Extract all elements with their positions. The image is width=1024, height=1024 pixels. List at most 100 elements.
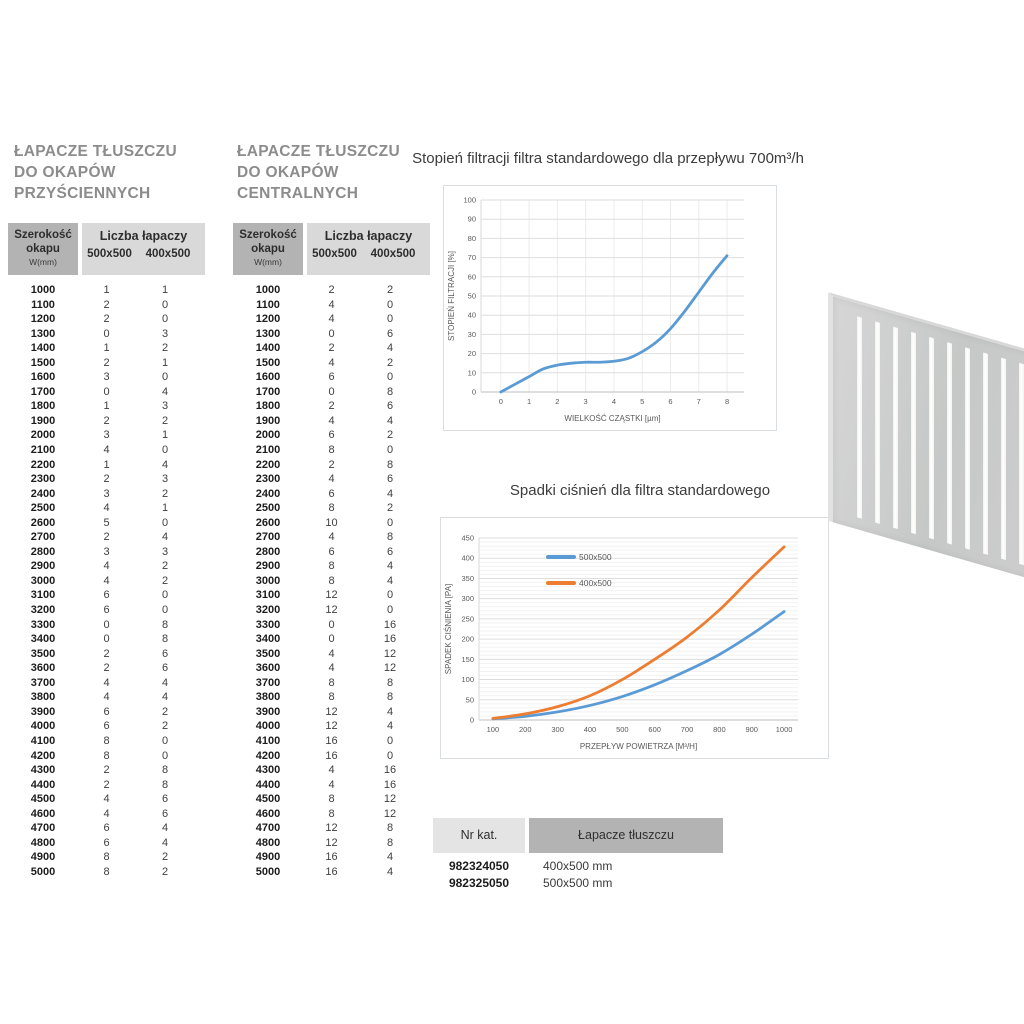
hood-width-label: Szerokość okapu <box>14 229 72 255</box>
cell: 1 <box>161 502 169 515</box>
table-row: 3100 12 0 <box>233 588 420 603</box>
cell: 4 <box>386 414 394 427</box>
cell: 1400 <box>255 342 281 355</box>
svg-text:0: 0 <box>472 388 476 397</box>
table-row: 1600 3 0 <box>8 370 195 385</box>
cell: 12 <box>383 793 397 806</box>
cell: 8 <box>328 574 335 587</box>
cell: 3300 <box>30 618 56 631</box>
catalog-number-header: Nr kat. <box>433 818 525 853</box>
cell: 3700 <box>255 676 281 689</box>
table-row: 3500 4 12 <box>233 647 420 662</box>
legend-item-500x500: 500x500 <box>546 544 612 570</box>
cell: 2 <box>386 502 394 515</box>
cell: 3500 <box>255 647 281 660</box>
cell: 2500 <box>255 502 281 515</box>
cell: 0 <box>328 633 335 646</box>
header-hood-width: Szerokość okapu W(mm) <box>8 223 78 275</box>
table-row: 2700 4 8 <box>233 530 420 545</box>
cell: 1 <box>103 400 110 413</box>
cell: 4 <box>161 691 169 704</box>
cell: 4 <box>386 720 394 733</box>
cell: 8 <box>386 836 394 849</box>
cell: 4800 <box>30 836 56 849</box>
table-row: 982325050 500x500 mm <box>433 875 725 892</box>
svg-text:350: 350 <box>461 574 474 583</box>
series-0 <box>499 254 729 394</box>
table-row: 4800 6 4 <box>8 836 195 851</box>
cell: 8 <box>103 734 110 747</box>
table-row: 2200 2 8 <box>233 458 420 473</box>
cell: 6 <box>103 720 110 733</box>
table-row: 4300 2 8 <box>8 763 195 778</box>
cell: 4600 <box>30 807 56 820</box>
cell: 4000 <box>30 720 56 733</box>
cell: 6 <box>328 429 335 442</box>
filter-slots <box>844 312 1024 566</box>
table-row: 1100 2 0 <box>8 298 195 313</box>
cell: 3400 <box>30 633 56 646</box>
table-row: 3100 6 0 <box>8 588 195 603</box>
table-row: 1400 1 2 <box>8 341 195 356</box>
svg-text:800: 800 <box>713 725 726 734</box>
cell: 2 <box>161 560 169 573</box>
cell: 2 <box>103 473 110 486</box>
cell: 1100 <box>31 298 55 311</box>
cell: 4 <box>103 793 110 806</box>
legend-label-400x500: 400x500 <box>579 578 612 588</box>
table-row: 4800 12 8 <box>233 836 420 851</box>
cell: 3 <box>103 429 110 442</box>
table-row: 1400 2 4 <box>233 341 420 356</box>
cell: 12 <box>325 589 338 602</box>
cell: 4 <box>328 531 335 544</box>
legend-item-400x500: 400x500 <box>546 570 612 596</box>
table-row: 1600 6 0 <box>233 370 420 385</box>
chart-legend: 500x500 400x500 <box>546 544 612 596</box>
cell: 4 <box>328 662 335 675</box>
cell: 2400 <box>255 487 281 500</box>
cell: 4 <box>386 865 394 878</box>
table-row: 3500 2 6 <box>8 647 195 662</box>
cell: 4 <box>386 705 394 718</box>
table-row: 1300 0 3 <box>8 327 195 342</box>
cell: 2700 <box>255 531 281 544</box>
table-row: 3900 12 4 <box>233 705 420 720</box>
cell: 0 <box>328 327 335 340</box>
svg-text:90: 90 <box>468 215 476 224</box>
table-row: 1800 2 6 <box>233 399 420 414</box>
cell: 3200 <box>30 604 56 617</box>
cell: 8 <box>386 822 394 835</box>
table-row: 2000 6 2 <box>233 428 420 443</box>
size-subheader: 500x500 400x500 <box>82 248 205 260</box>
svg-text:6: 6 <box>668 397 672 406</box>
svg-text:PRZEPŁYW POWIETRZA [M³/H]: PRZEPŁYW POWIETRZA [M³/H] <box>580 742 697 751</box>
svg-text:1000: 1000 <box>776 725 793 734</box>
size-500x500-label: 500x500 <box>87 248 132 260</box>
svg-text:SPADEK CIŚNIENIA [PA]: SPADEK CIŚNIENIA [PA] <box>444 584 453 674</box>
cell: 4 <box>328 414 335 427</box>
table-row: 1500 4 2 <box>233 356 420 371</box>
svg-text:4: 4 <box>612 397 616 406</box>
table-row: 3300 0 8 <box>8 618 195 633</box>
cell: 4800 <box>255 836 281 849</box>
cell: 4 <box>103 444 110 457</box>
svg-text:900: 900 <box>745 725 758 734</box>
cell: 8 <box>328 691 335 704</box>
svg-text:500: 500 <box>616 725 629 734</box>
table-row: 2400 6 4 <box>233 487 420 502</box>
cell: 6 <box>103 589 110 602</box>
size-400x500-label: 400x500 <box>145 248 191 260</box>
cell: 8 <box>386 676 394 689</box>
cell: 8 <box>328 793 335 806</box>
cell: 2 <box>161 720 169 733</box>
table-row: 4700 6 4 <box>8 821 195 836</box>
cell: 1 <box>103 458 110 471</box>
svg-text:100: 100 <box>487 725 500 734</box>
cell: 4 <box>103 676 110 689</box>
legend-label-500x500: 500x500 <box>579 552 612 562</box>
cell: 6 <box>386 327 394 340</box>
cell: 2 <box>103 531 110 544</box>
table-row: 3700 4 4 <box>8 676 195 691</box>
cell: 0 <box>386 298 394 311</box>
table-row: 2700 2 4 <box>8 530 195 545</box>
